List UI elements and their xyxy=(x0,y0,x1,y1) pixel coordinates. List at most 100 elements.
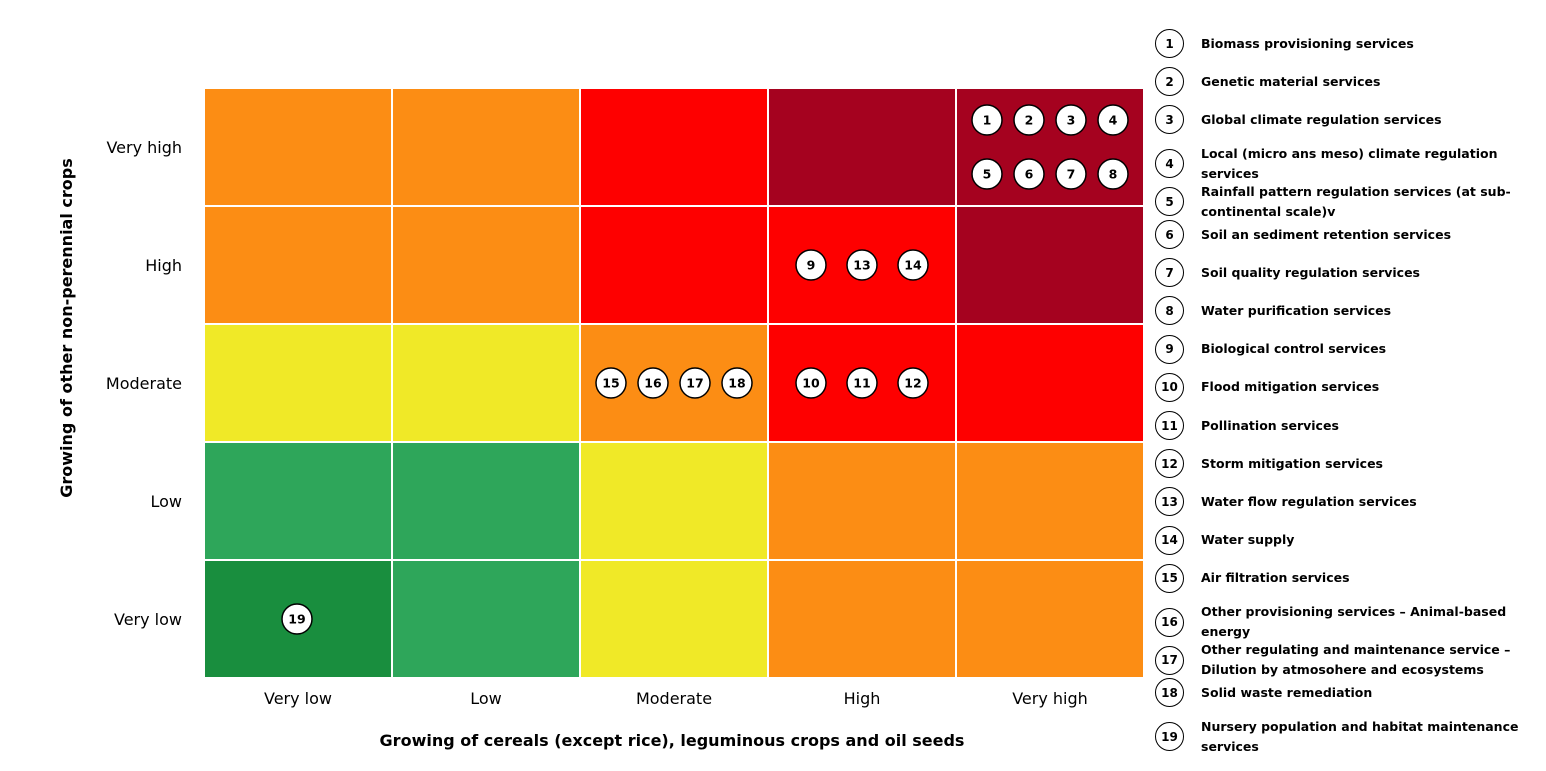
legend-item: 18 Solid waste remediation xyxy=(1155,678,1521,708)
legend-item: 19 Nursery population and habitat mainten… xyxy=(1155,717,1521,757)
y-axis-title: Growing of other non-perennial crops xyxy=(57,158,76,497)
heatmap-cell xyxy=(767,559,957,679)
legend-label: Storm mitigation services xyxy=(1201,455,1384,471)
legend-item: 11 Pollination services xyxy=(1155,411,1521,440)
marker-badge xyxy=(679,367,711,399)
legend-item: 5 Rainfall pattern regulation services (a… xyxy=(1155,182,1521,222)
legend-badge: 13 xyxy=(1155,487,1184,517)
legend-item: 13 Water flow regulation services xyxy=(1155,487,1521,517)
heatmap-cell xyxy=(391,323,581,443)
marker-badge xyxy=(1055,158,1087,190)
legend-item: 4 Local (micro ans meso) climate regulati… xyxy=(1155,144,1521,184)
legend-badge: 3 xyxy=(1155,105,1184,135)
legend-badge: 7 xyxy=(1155,258,1184,288)
heatmap-cell xyxy=(955,559,1145,679)
legend-item: 7 Soil quality regulation services xyxy=(1155,258,1521,288)
legend-badge: 16 xyxy=(1155,607,1184,637)
heatmap-cell xyxy=(203,441,393,561)
legend-label: Other regulating and maintenance service… xyxy=(1201,642,1511,678)
marker-badge xyxy=(1013,158,1045,190)
legend-badge: 9 xyxy=(1155,334,1184,364)
heatmap-cell xyxy=(767,87,957,207)
legend-item: 3 Global climate regulation services xyxy=(1155,105,1521,135)
marker-badge xyxy=(897,249,929,281)
legend-badge: 14 xyxy=(1155,525,1184,555)
legend-label: Solid waste remediation xyxy=(1201,684,1373,700)
marker-badge xyxy=(795,367,827,399)
marker-label: 13 xyxy=(853,258,870,273)
heatmap-cell xyxy=(391,559,581,679)
legend-item: 14 Water supply xyxy=(1155,525,1521,555)
x-tick-label: High xyxy=(844,689,881,708)
legend-label: Rainfall pattern regulation services (at… xyxy=(1201,183,1511,219)
heatmap-cell xyxy=(391,87,581,207)
marker-label: 8 xyxy=(1109,167,1118,182)
marker-label: 18 xyxy=(728,376,745,391)
marker-badge xyxy=(971,158,1003,190)
heatmap-cell xyxy=(203,87,393,207)
marker-label: 9 xyxy=(807,258,816,273)
legend-badge: 6 xyxy=(1155,220,1184,249)
legend-label: Genetic material services xyxy=(1201,73,1381,89)
legend-item: 15 Air filtration services xyxy=(1155,563,1521,593)
legend-badge: 12 xyxy=(1155,449,1184,479)
y-tick-label: Very high xyxy=(106,138,182,157)
y-tick-label: Moderate xyxy=(106,374,182,393)
legend-item: 8 Water purification services xyxy=(1155,296,1521,326)
x-tick-label: Very low xyxy=(264,689,332,708)
legend-label: Air filtration services xyxy=(1201,570,1350,586)
marker-label: 19 xyxy=(288,612,305,627)
y-tick-label: Very low xyxy=(114,610,182,629)
heatmap-cell xyxy=(955,205,1145,325)
legend-badge: 1 xyxy=(1155,29,1184,58)
marker-label: 14 xyxy=(904,258,922,273)
heatmap-cell xyxy=(955,323,1145,443)
legend-label: Flood mitigation services xyxy=(1201,379,1380,395)
legend-label: Nursery population and habitat maintenan… xyxy=(1201,718,1519,754)
legend-label: Local (micro ans meso) climate regulatio… xyxy=(1201,145,1498,181)
y-tick-label: High xyxy=(145,256,182,275)
marker-label: 10 xyxy=(802,376,820,391)
legend-badge: 19 xyxy=(1155,722,1184,752)
legend-label: Biological control services xyxy=(1201,341,1387,357)
marker-badge xyxy=(795,249,827,281)
legend-label: Water flow regulation services xyxy=(1201,493,1417,509)
marker-label: 2 xyxy=(1025,113,1034,128)
heatmap-cell xyxy=(391,441,581,561)
marker-badge xyxy=(281,603,313,635)
heatmap-cell xyxy=(579,441,769,561)
legend-badge: 10 xyxy=(1155,372,1184,402)
marker-badge xyxy=(1097,158,1129,190)
marker-label: 11 xyxy=(853,376,870,391)
heatmap-cell xyxy=(203,205,393,325)
legend-label: Global climate regulation services xyxy=(1201,111,1442,127)
marker-label: 4 xyxy=(1109,113,1118,128)
legend-item: 1 Biomass provisioning services xyxy=(1155,29,1521,58)
legend-badge: 11 xyxy=(1155,411,1184,440)
legend-label: Pollination services xyxy=(1201,417,1339,433)
marker-badge xyxy=(595,367,627,399)
legend-label: Water purification services xyxy=(1201,302,1392,318)
legend-item: 6 Soil an sediment retention services xyxy=(1155,220,1521,249)
heatmap-chart: Very high High Moderate Low Very low Very low… xyxy=(57,87,1145,750)
heatmap-cell xyxy=(767,441,957,561)
marker-label: 5 xyxy=(983,167,992,182)
heatmap-cell xyxy=(579,205,769,325)
heatmap-cell xyxy=(203,323,393,443)
legend-item: 12 Storm mitigation services xyxy=(1155,449,1521,479)
y-tick-label: Low xyxy=(150,492,182,511)
legend-label: Soil an sediment retention services xyxy=(1201,226,1452,242)
legend-badge: 2 xyxy=(1155,67,1184,97)
heatmap-cell xyxy=(579,87,769,207)
legend-label: Other provisioning services – Animal-bas… xyxy=(1201,604,1507,639)
legend-badge: 15 xyxy=(1155,563,1184,593)
x-tick-label: Low xyxy=(470,689,502,708)
legend-badge: 5 xyxy=(1155,187,1184,217)
marker-label: 17 xyxy=(686,376,703,391)
legend-badge: 17 xyxy=(1155,645,1184,675)
legend-item: 16 Other provisioning services – Animal-b… xyxy=(1155,602,1521,642)
marker-badge xyxy=(971,104,1003,136)
marker-badge xyxy=(897,367,929,399)
marker-label: 7 xyxy=(1067,167,1076,182)
x-tick-label: Moderate xyxy=(636,689,712,708)
